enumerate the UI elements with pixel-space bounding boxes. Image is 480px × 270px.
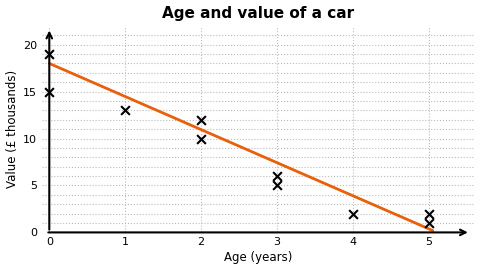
Point — [121, 108, 129, 113]
Point — [46, 89, 53, 94]
Point — [349, 211, 357, 216]
Point — [425, 211, 433, 216]
Point — [197, 136, 205, 141]
Point — [425, 221, 433, 225]
Title: Age and value of a car: Age and value of a car — [162, 6, 354, 21]
Point — [273, 174, 281, 178]
Point — [273, 183, 281, 188]
Point — [197, 118, 205, 122]
X-axis label: Age (years): Age (years) — [224, 251, 292, 264]
Y-axis label: Value (£ thousands): Value (£ thousands) — [6, 70, 19, 188]
Point — [46, 52, 53, 56]
